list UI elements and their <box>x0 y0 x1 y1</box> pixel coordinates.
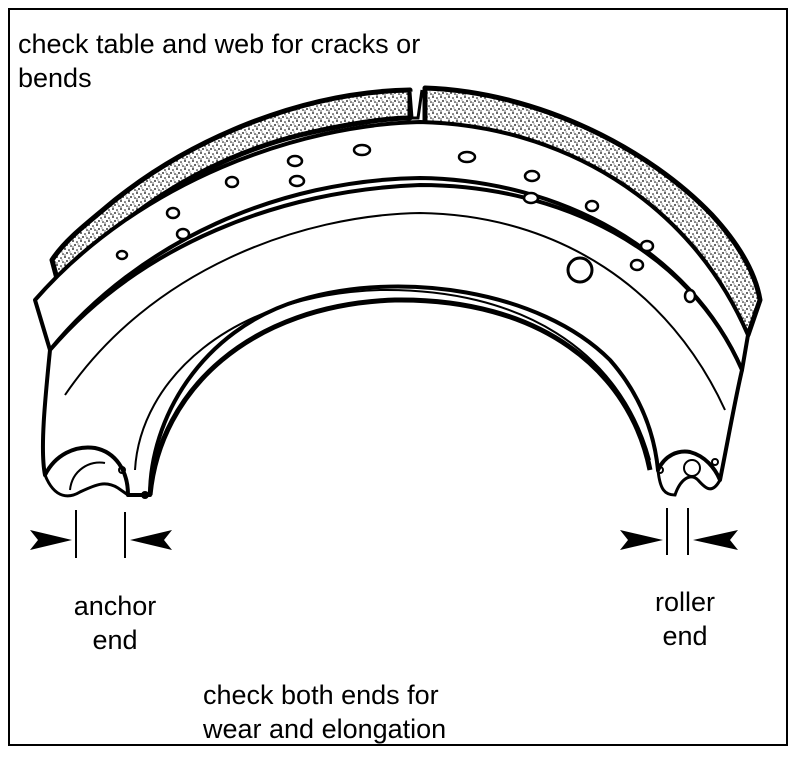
anchor-end-measure <box>30 510 172 558</box>
roller-end-measure <box>620 508 738 555</box>
ends-note-line-2: wear and elongation <box>203 714 447 744</box>
table-web-note-line-2: bends <box>18 63 92 93</box>
roller-arrow-left <box>620 530 663 550</box>
rivet-hole <box>175 227 191 241</box>
roller-end-dot <box>656 466 664 474</box>
rivet-hole <box>115 249 129 261</box>
anchor-arrow-right <box>130 530 172 550</box>
anchor-end-notch <box>43 474 129 498</box>
roller-end-label-line-2: end <box>662 621 708 651</box>
roller-end-notch <box>656 469 722 497</box>
rivet-hole <box>457 150 477 164</box>
roller-arrow-right <box>693 530 738 550</box>
roller-end-socket <box>683 459 701 477</box>
anchor-end-dot <box>118 466 126 474</box>
rivet-hole <box>288 174 306 188</box>
anchor-end-lip <box>69 461 106 491</box>
rivet-hole <box>629 258 645 272</box>
anchor-end-label-line-1: anchor <box>73 591 157 621</box>
web-rib-inner <box>134 288 651 471</box>
rivet-hole <box>584 199 600 213</box>
table-web-note-line-1: check table and web for cracks or <box>18 29 421 59</box>
roller-end-dot-2 <box>711 458 719 466</box>
rivet-hole <box>352 143 372 157</box>
large-hole <box>566 256 594 284</box>
roller-end-label: roller end <box>630 585 740 653</box>
table-web-check-note: check table and web for cracks or bends <box>18 27 538 95</box>
rivet-hole <box>523 169 541 183</box>
anchor-end-label: anchor end <box>60 589 170 657</box>
web-inner-arch <box>147 297 653 496</box>
figure-frame <box>8 8 788 746</box>
ends-wear-check-note: check both ends for wear and elongation <box>203 678 523 746</box>
rivet-hole <box>522 191 540 205</box>
rivet-hole <box>286 154 304 168</box>
roller-end-label-line-1: roller <box>654 587 715 617</box>
anchor-arrow-left <box>30 530 72 550</box>
web-rib-outer <box>64 211 726 411</box>
anchor-end-dot-2 <box>141 491 149 499</box>
ends-note-line-1: check both ends for <box>203 680 439 710</box>
rivet-hole <box>639 239 655 253</box>
anchor-end-label-line-2: end <box>92 625 138 655</box>
lining-gap <box>408 89 424 120</box>
rivet-hole <box>165 206 181 220</box>
rivet-holes <box>115 143 697 304</box>
rivet-hole <box>683 288 697 304</box>
rivet-hole <box>224 175 240 189</box>
